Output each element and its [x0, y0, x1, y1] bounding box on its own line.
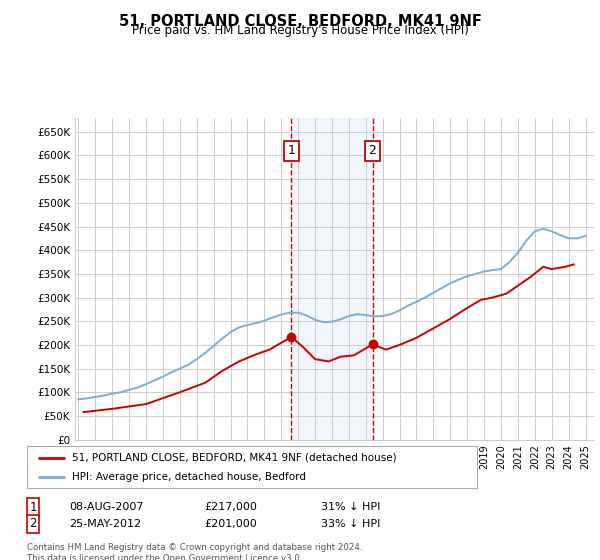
Text: Price paid vs. HM Land Registry's House Price Index (HPI): Price paid vs. HM Land Registry's House … [131, 24, 469, 37]
Text: HPI: Average price, detached house, Bedford: HPI: Average price, detached house, Bedf… [72, 472, 306, 482]
Text: 31% ↓ HPI: 31% ↓ HPI [321, 502, 380, 512]
Text: 08-AUG-2007: 08-AUG-2007 [69, 502, 143, 512]
Text: 25-MAY-2012: 25-MAY-2012 [69, 519, 141, 529]
Text: 33% ↓ HPI: 33% ↓ HPI [321, 519, 380, 529]
Text: 1: 1 [29, 501, 37, 514]
Text: 2: 2 [29, 517, 37, 530]
Bar [292, 118, 373, 440]
Text: 51, PORTLAND CLOSE, BEDFORD, MK41 9NF: 51, PORTLAND CLOSE, BEDFORD, MK41 9NF [119, 14, 481, 29]
Text: £217,000: £217,000 [204, 502, 257, 512]
Text: £201,000: £201,000 [204, 519, 257, 529]
Text: 51, PORTLAND CLOSE, BEDFORD, MK41 9NF (detached house): 51, PORTLAND CLOSE, BEDFORD, MK41 9NF (d… [72, 452, 397, 463]
Text: 1: 1 [287, 144, 295, 157]
Text: Contains HM Land Registry data © Crown copyright and database right 2024.
This d: Contains HM Land Registry data © Crown c… [27, 543, 362, 560]
Text: 2: 2 [368, 144, 376, 157]
